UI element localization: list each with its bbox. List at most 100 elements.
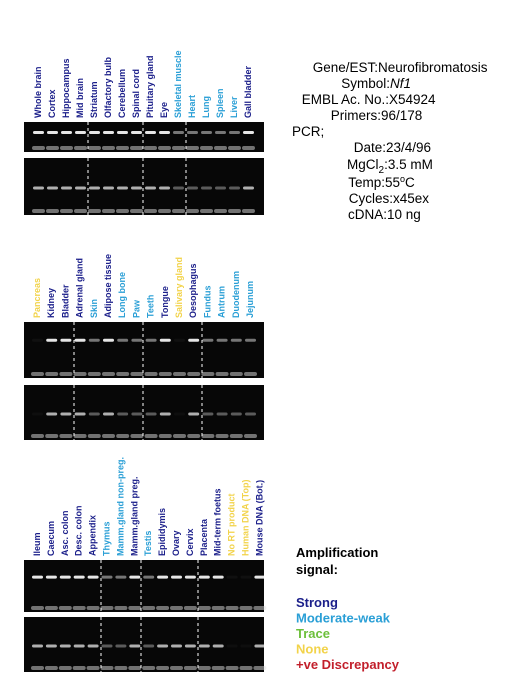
legend-title: Amplification [296,545,378,560]
primer-band [144,434,158,438]
info-line: MgCl2:3.5 mM [347,157,433,176]
lane-label: Striatum [89,81,99,118]
primer-band [45,434,59,438]
lane-label: Cerebellum [117,69,127,118]
primer-band [239,666,253,670]
primer-band [187,434,201,438]
primer-band [114,666,128,670]
primer-band [116,209,129,213]
gel-band [129,575,141,579]
gel-band [201,186,212,190]
lane-label: Epididymis [157,508,167,556]
info-label: Cycles: [349,191,393,206]
primer-band [229,434,243,438]
primer-band [114,606,128,610]
primer-band [31,372,44,376]
info-block: Gene/EST: Neurofibromatosis Symbol: Nf1 … [292,60,488,222]
gel-band [61,131,72,134]
primer-band [229,372,243,376]
lane-label: Heart [187,95,197,118]
gel-band [173,131,184,134]
gel-band [75,186,86,190]
primer-band [142,666,156,670]
gel-band [32,413,43,416]
lane-label: Hippocampus [61,58,71,118]
primer-band [130,209,143,213]
primer-band [170,666,183,670]
gel-band [103,412,114,416]
lane-label: Lung [201,96,211,118]
primer-band [200,209,213,213]
lane-label: Adipose tissue [103,254,113,318]
lane-label: Skin [89,299,99,318]
info-label: Temp: [348,175,385,190]
primer-band [116,372,130,376]
lane-label: Duodenum [231,271,241,318]
gel-band [157,644,169,648]
lane-label: Eye [159,102,169,118]
primer-band [197,606,211,610]
primer-band [183,606,197,610]
primer-band [46,146,59,150]
gel-band [59,644,71,648]
primer-band [228,146,241,150]
gel-band [240,575,252,579]
lane-label: Salivary gland [174,257,184,318]
gel-band [145,186,156,190]
gel-image [24,122,264,152]
lane-label: Mamm.gland non-preg. [115,457,125,556]
gel-panel: Whole brain Cortex Hippocampus Mid brain Str… [24,50,264,215]
gel-image [24,322,264,378]
gel-band [188,338,200,342]
lane-label: Tongue [160,286,170,318]
primer-band [172,146,185,150]
lane-label: Spinal cord [131,69,141,118]
gel-band [60,412,72,416]
gel-band [131,338,143,342]
primer-band [128,666,142,670]
gel-band [88,338,100,342]
gel-band [117,338,129,342]
primer-band [31,666,44,670]
lane-label: Spleen [215,88,225,118]
legend-item: Moderate-weak [296,611,391,626]
gel-band [115,575,127,579]
gel-band [45,644,57,648]
info-unit: C [405,175,415,190]
gel-band [32,575,43,579]
primer-band [59,372,73,376]
primer-band [74,209,87,213]
gel-band [46,338,58,342]
gel-band [159,131,170,134]
primer-band [44,666,58,670]
primer-band [186,209,199,213]
primer-band [44,606,58,610]
primer-band [102,372,115,376]
gel-band [201,131,212,134]
primer-band [100,666,114,670]
gel-band [117,131,128,134]
legend-item: +ve Discrepancy [296,657,400,672]
gel-band [74,338,86,342]
lane-label: Ovary [171,530,181,556]
lane-label: Caecum [46,521,56,556]
gel-band [198,575,210,579]
primer-band [211,606,225,610]
gel-band [254,644,266,648]
info-label: Date: [354,140,386,155]
primer-band [225,606,239,610]
primer-band [214,146,227,150]
gel-band [174,413,185,416]
primer-band [242,209,255,213]
primer-band [253,606,267,610]
primer-band [158,209,171,213]
gel-band [131,131,142,134]
primer-band [74,146,87,150]
gel-band [215,131,226,134]
primer-band [239,606,253,610]
info-label: EMBL Ac. No.: [302,92,389,107]
primer-band [116,434,130,438]
primer-band [228,209,241,213]
gel-band [143,575,155,579]
primer-band [73,434,87,438]
